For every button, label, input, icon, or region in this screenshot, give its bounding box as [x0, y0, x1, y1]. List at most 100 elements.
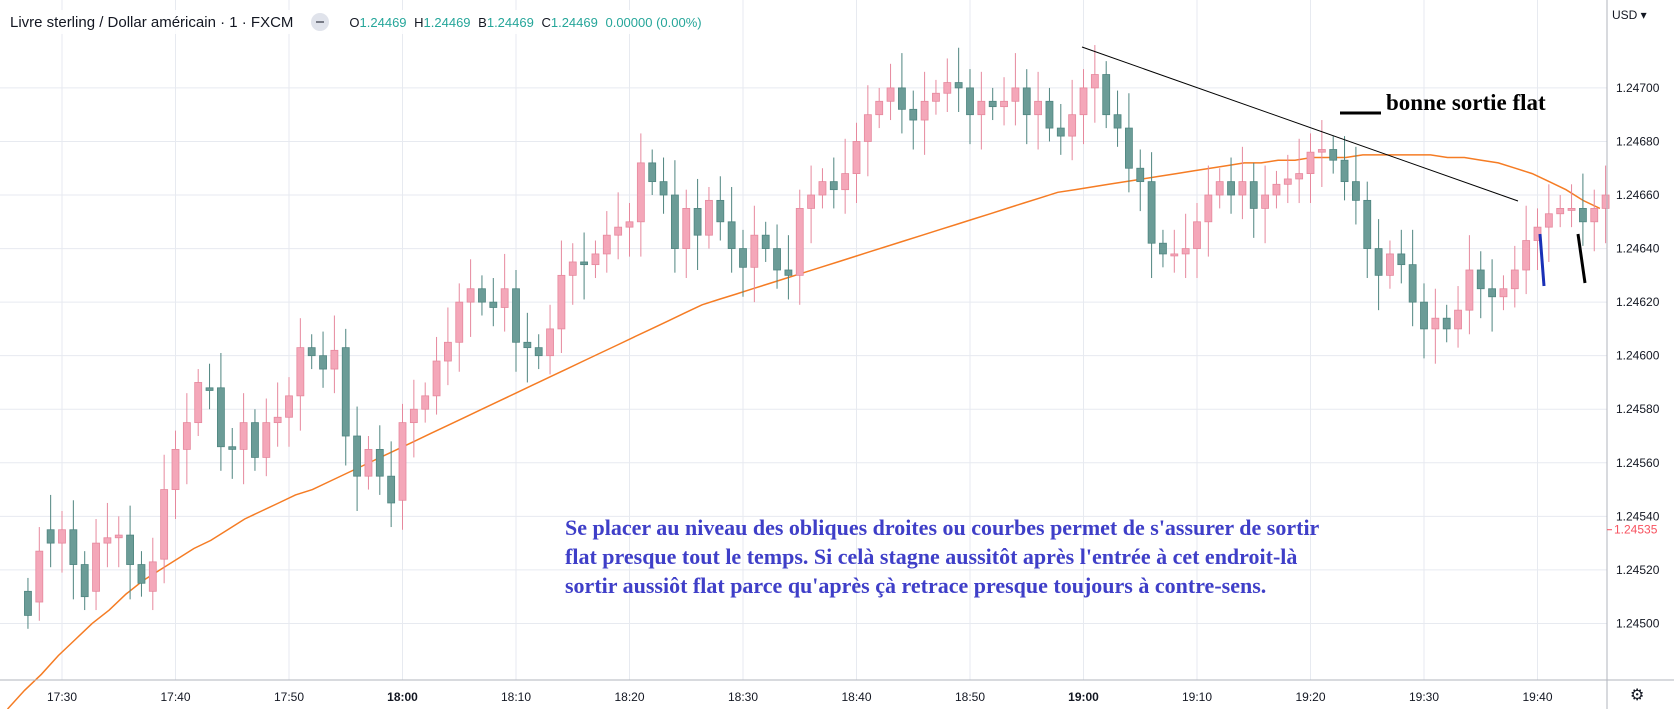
candle[interactable]: [1567, 184, 1576, 228]
candle[interactable]: [182, 393, 191, 485]
candle[interactable]: [364, 436, 373, 490]
candle[interactable]: [727, 186, 736, 273]
trendline[interactable]: [1081, 46, 1519, 202]
candle[interactable]: [1159, 229, 1167, 268]
candle[interactable]: [455, 283, 464, 372]
candle[interactable]: [1261, 165, 1269, 244]
candle[interactable]: [341, 328, 350, 466]
candle[interactable]: [898, 53, 906, 134]
candle[interactable]: [46, 494, 55, 568]
candle[interactable]: [1249, 162, 1258, 238]
candle[interactable]: [1590, 189, 1599, 252]
candle[interactable]: [239, 393, 248, 485]
candle[interactable]: [920, 71, 929, 155]
candle[interactable]: [1522, 205, 1531, 295]
candle[interactable]: [886, 63, 895, 121]
candle[interactable]: [523, 312, 532, 383]
candle[interactable]: [1170, 229, 1179, 273]
candle[interactable]: [693, 178, 702, 270]
candle[interactable]: [1510, 245, 1519, 308]
candle[interactable]: [1533, 208, 1542, 270]
candle[interactable]: [773, 224, 781, 289]
candle[interactable]: [1022, 69, 1031, 145]
candle[interactable]: [160, 454, 169, 584]
candle[interactable]: [1544, 184, 1553, 262]
candle[interactable]: [205, 363, 214, 410]
candle[interactable]: [353, 406, 362, 511]
candle[interactable]: [171, 430, 180, 520]
candle[interactable]: [1556, 195, 1565, 228]
candle[interactable]: [228, 427, 237, 479]
candle[interactable]: [795, 189, 804, 305]
candle[interactable]: [875, 87, 884, 129]
candle[interactable]: [580, 232, 588, 300]
candle[interactable]: [977, 71, 986, 150]
candle[interactable]: [829, 157, 838, 209]
candle[interactable]: [443, 307, 452, 386]
candle[interactable]: [716, 176, 725, 241]
candle[interactable]: [557, 240, 566, 353]
candle[interactable]: [591, 240, 600, 279]
candle[interactable]: [1000, 77, 1008, 126]
candle[interactable]: [285, 377, 293, 447]
candle[interactable]: [750, 205, 759, 303]
candle[interactable]: [671, 160, 679, 273]
candle[interactable]: [1386, 240, 1394, 289]
candle[interactable]: [602, 211, 611, 273]
candle[interactable]: [909, 90, 918, 150]
candle[interactable]: [1476, 251, 1485, 319]
candle[interactable]: [1193, 203, 1201, 279]
candle[interactable]: [648, 149, 657, 196]
candle[interactable]: [841, 138, 850, 214]
candle[interactable]: [35, 527, 44, 621]
candle[interactable]: [818, 168, 827, 209]
candle[interactable]: [148, 537, 157, 611]
candle[interactable]: [387, 441, 396, 528]
candle[interactable]: [614, 192, 623, 260]
candle[interactable]: [421, 382, 430, 423]
candle[interactable]: [784, 235, 793, 300]
candle[interactable]: [659, 157, 668, 214]
candle[interactable]: [194, 369, 203, 437]
candle[interactable]: [568, 243, 577, 305]
candle[interactable]: [262, 398, 271, 477]
candle[interactable]: [1272, 170, 1281, 209]
candle[interactable]: [1090, 45, 1099, 123]
candle[interactable]: [1034, 71, 1042, 150]
candle[interactable]: [1306, 133, 1315, 204]
candle[interactable]: [1579, 173, 1587, 246]
candle[interactable]: [1204, 165, 1213, 257]
exit-marker-blue[interactable]: [1538, 233, 1546, 287]
candle[interactable]: [307, 334, 316, 370]
candle[interactable]: [863, 85, 872, 177]
candle[interactable]: [1125, 93, 1133, 193]
candle[interactable]: [1352, 146, 1360, 225]
candle[interactable]: [500, 253, 509, 332]
candle[interactable]: [1113, 90, 1122, 147]
candle[interactable]: [330, 315, 339, 394]
candle[interactable]: [126, 505, 134, 600]
candle[interactable]: [273, 382, 282, 447]
candle[interactable]: [216, 353, 225, 471]
candle[interactable]: [398, 403, 407, 530]
candle[interactable]: [954, 47, 963, 113]
candle[interactable]: [988, 87, 997, 121]
candle[interactable]: [943, 58, 952, 113]
candle[interactable]: [58, 510, 66, 573]
candle[interactable]: [1056, 103, 1065, 155]
candle[interactable]: [1420, 283, 1428, 359]
candle[interactable]: [807, 165, 815, 244]
candle[interactable]: [546, 304, 554, 375]
price-axis[interactable]: [1608, 0, 1674, 709]
candle[interactable]: [375, 425, 384, 495]
candle[interactable]: [852, 122, 861, 204]
candle[interactable]: [251, 409, 259, 471]
candle[interactable]: [1295, 138, 1304, 204]
candle[interactable]: [1488, 259, 1496, 332]
candle[interactable]: [932, 79, 940, 115]
candle[interactable]: [1499, 275, 1508, 311]
candle[interactable]: [103, 502, 112, 568]
candle[interactable]: [1454, 286, 1462, 348]
candle[interactable]: [1238, 146, 1247, 220]
